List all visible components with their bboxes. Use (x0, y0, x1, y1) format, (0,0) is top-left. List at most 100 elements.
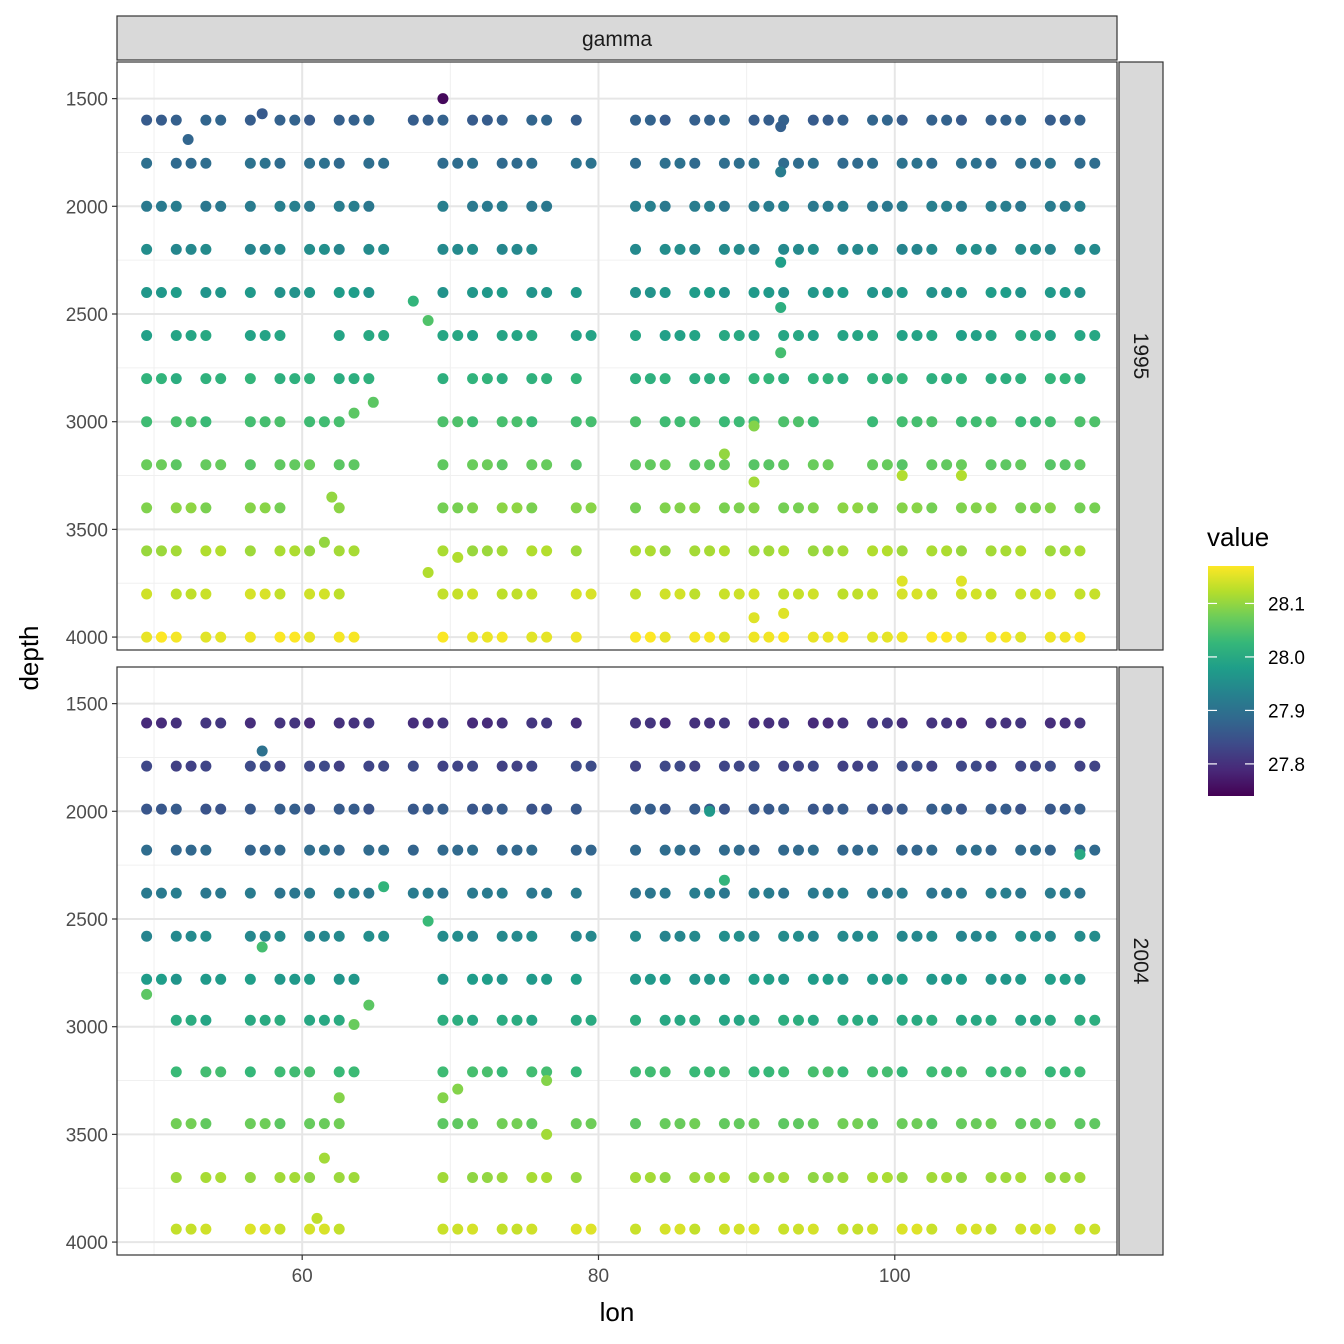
data-point (807, 286, 819, 298)
data-point (244, 1066, 256, 1078)
data-point (659, 200, 671, 212)
data-point (926, 1014, 938, 1026)
data-point (1015, 286, 1027, 298)
data-point (837, 1223, 849, 1235)
data-point (970, 1118, 982, 1130)
data-point (1000, 114, 1012, 126)
data-point (867, 631, 879, 643)
data-point (704, 805, 716, 817)
data-point (689, 459, 701, 471)
data-point (1030, 502, 1042, 514)
data-point (778, 803, 790, 815)
data-point (496, 200, 508, 212)
data-point (170, 1014, 182, 1026)
data-point (467, 631, 479, 643)
data-point (778, 1014, 790, 1026)
data-point (807, 1171, 819, 1183)
data-point (348, 407, 360, 419)
data-point (215, 803, 227, 815)
data-point (200, 844, 212, 856)
data-point (689, 887, 701, 899)
data-points (141, 93, 1101, 643)
data-point (926, 330, 938, 342)
data-point (481, 887, 493, 899)
data-point (244, 157, 256, 169)
data-point (1059, 545, 1071, 557)
data-point (718, 803, 730, 815)
data-point (1044, 1171, 1056, 1183)
data-point (1074, 1118, 1086, 1130)
data-point (200, 631, 212, 643)
data-point (896, 973, 908, 985)
data-point (289, 1171, 301, 1183)
data-point (955, 973, 967, 985)
data-point (422, 114, 434, 126)
data-point (215, 200, 227, 212)
data-point (630, 459, 642, 471)
data-point (718, 631, 730, 643)
data-point (659, 973, 671, 985)
data-point (926, 243, 938, 255)
data-point (304, 1171, 316, 1183)
data-point (570, 373, 582, 385)
data-point (837, 373, 849, 385)
data-point (1030, 1118, 1042, 1130)
data-point (467, 803, 479, 815)
data-point (926, 803, 938, 815)
data-point (496, 973, 508, 985)
data-point (378, 243, 390, 255)
data-point (822, 973, 834, 985)
data-point (1000, 1066, 1012, 1078)
data-point (1015, 973, 1027, 985)
data-point (674, 588, 686, 600)
data-point (541, 803, 553, 815)
data-point (689, 760, 701, 772)
data-point (778, 1066, 790, 1078)
data-point (1015, 416, 1027, 428)
data-point (896, 717, 908, 729)
data-point (630, 588, 642, 600)
data-point (318, 1223, 330, 1235)
data-point (141, 330, 153, 342)
data-point (1030, 330, 1042, 342)
data-point (585, 1118, 597, 1130)
data-point (311, 1212, 323, 1224)
data-point (333, 459, 345, 471)
data-point (378, 330, 390, 342)
data-point (911, 330, 923, 342)
data-point (348, 545, 360, 557)
data-point (259, 157, 271, 169)
data-point (155, 631, 167, 643)
data-point (496, 330, 508, 342)
data-point (867, 844, 879, 856)
data-point (1074, 887, 1086, 899)
data-point (256, 745, 268, 757)
data-point (1015, 1223, 1027, 1235)
data-point (837, 1014, 849, 1026)
data-point (807, 588, 819, 600)
data-point (748, 588, 760, 600)
data-point (496, 1223, 508, 1235)
data-point (496, 887, 508, 899)
data-point (644, 1066, 656, 1078)
data-point (170, 1066, 182, 1078)
data-point (200, 459, 212, 471)
data-point (1089, 330, 1101, 342)
data-point (926, 1223, 938, 1235)
data-point (941, 803, 953, 815)
data-point (659, 545, 671, 557)
data-point (467, 1223, 479, 1235)
data-point (704, 200, 716, 212)
data-point (778, 844, 790, 856)
data-point (526, 502, 538, 514)
data-point (867, 373, 879, 385)
data-point (775, 347, 787, 359)
data-point (926, 502, 938, 514)
data-point (1030, 760, 1042, 772)
data-point (1015, 157, 1027, 169)
x-axis-ticks: 60 80 100 (292, 1255, 911, 1287)
data-point (896, 470, 908, 482)
data-point (792, 844, 804, 856)
data-point (718, 200, 730, 212)
data-point (985, 114, 997, 126)
